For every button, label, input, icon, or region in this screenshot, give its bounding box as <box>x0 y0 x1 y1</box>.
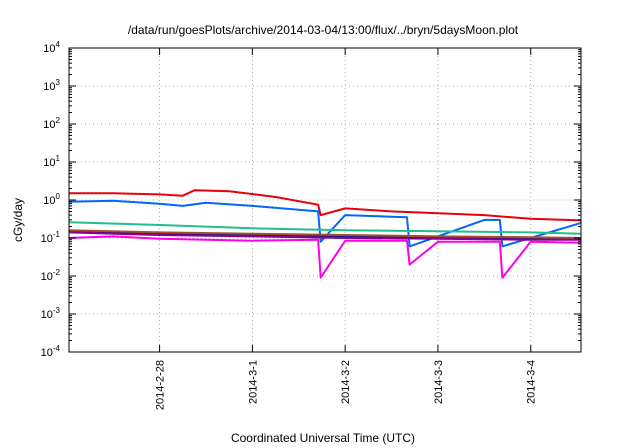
x-tick-label: 2014-3-2 <box>340 360 352 404</box>
x-tick-label: 2014-2-28 <box>155 360 167 410</box>
y-tick-base: 10 <box>41 233 53 245</box>
y-tick-label: 100 <box>43 192 60 207</box>
y-tick-exponent: 0 <box>56 192 61 201</box>
y-tick-exponent: 2 <box>56 116 61 125</box>
x-tick-label: 2014-3-3 <box>433 360 445 404</box>
y-tick-label: 10-3 <box>41 306 61 321</box>
series-line-2 <box>68 199 582 248</box>
series-line-5 <box>68 229 582 239</box>
series-line-3 <box>68 221 582 235</box>
y-tick-exponent: -2 <box>53 268 61 277</box>
y-tick-base: 10 <box>41 309 53 321</box>
y-tick-label: 102 <box>43 116 60 131</box>
series-line-1 <box>69 189 582 222</box>
y-tick-label: 104 <box>43 40 60 55</box>
y-tick-label: 10-4 <box>41 344 61 359</box>
y-tick-label: 10-1 <box>41 230 61 245</box>
y-tick-base: 10 <box>43 81 55 93</box>
series-layer <box>68 189 582 279</box>
x-tick-label: 2014-3-4 <box>526 360 538 404</box>
y-tick-exponent: 4 <box>56 40 61 49</box>
gridlines <box>69 48 581 352</box>
y-tick-exponent: 1 <box>56 154 61 163</box>
series-line-7 <box>68 235 582 279</box>
y-tick-exponent: 3 <box>56 78 61 87</box>
x-axis: 2014-2-28 2014-3-1 2014-3-2 2014-3-3 2014-3-… <box>155 48 538 410</box>
y-tick-label: 101 <box>43 154 60 169</box>
y-tick-base: 10 <box>41 347 53 359</box>
y-tick-base: 10 <box>43 157 55 169</box>
y-tick-exponent: -1 <box>53 230 61 239</box>
y-tick-base: 10 <box>41 271 53 283</box>
series-line-6 <box>68 231 581 241</box>
y-tick-label: 10-2 <box>41 268 61 283</box>
x-tick-label: 2014-3-1 <box>247 360 259 404</box>
y-axis-label: cGy/day <box>11 198 25 242</box>
y-tick-label: 103 <box>43 78 60 93</box>
y-tick-base: 10 <box>43 195 55 207</box>
chart-title: /data/run/goesPlots/archive/2014-03-04/1… <box>128 23 519 37</box>
y-tick-base: 10 <box>43 43 55 55</box>
x-axis-label: Coordinated Universal Time (UTC) <box>231 431 415 445</box>
y-tick-exponent: -3 <box>53 306 61 315</box>
y-tick-base: 10 <box>43 119 55 131</box>
y-tick-exponent: -4 <box>53 344 61 353</box>
